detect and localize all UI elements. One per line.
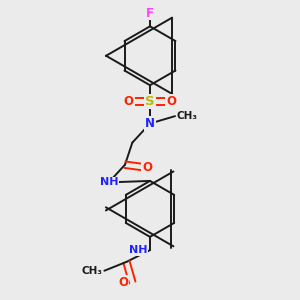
Text: O: O xyxy=(142,161,152,174)
Text: NH: NH xyxy=(100,177,118,188)
Text: NH: NH xyxy=(129,245,147,255)
Text: N: N xyxy=(145,117,155,130)
Text: F: F xyxy=(146,7,154,20)
Text: CH₃: CH₃ xyxy=(82,266,103,276)
Text: O: O xyxy=(118,276,128,289)
Text: S: S xyxy=(145,95,155,108)
Text: CH₃: CH₃ xyxy=(176,111,197,121)
Text: O: O xyxy=(124,95,134,108)
Text: O: O xyxy=(166,95,176,108)
